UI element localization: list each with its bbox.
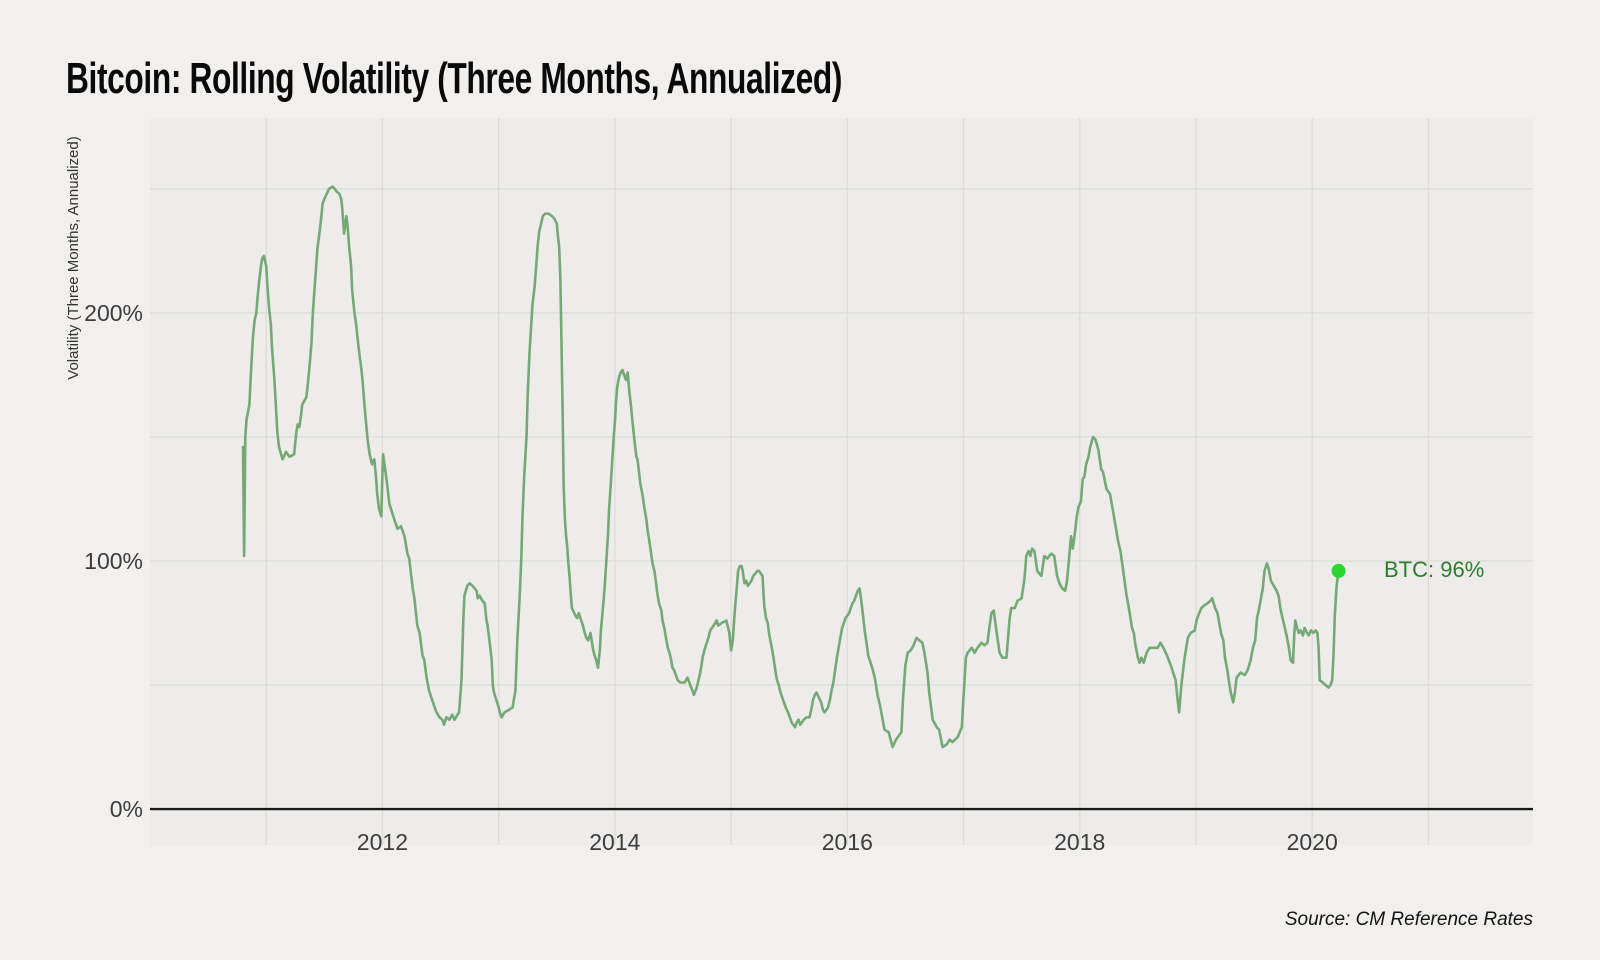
btc-volatility-line [241,185,1340,749]
y-tick-label-0: 0% [109,796,143,823]
panel-background [150,118,1533,845]
x-tick-label-2018: 2018 [1054,829,1106,855]
chart-title: Bitcoin: Rolling Volatility (Three Month… [66,54,843,103]
source-credit: Source: CM Reference Rates [1284,909,1533,930]
x-tick-label-2020: 2020 [1286,829,1338,855]
btc-last-value-annotation: BTC: 96% [1384,557,1485,582]
end-marker-dot [1331,563,1346,578]
x-tick-label-2012: 2012 [356,829,408,855]
y-axis-title: Volatility (Three Months, Annualized) [65,136,82,380]
y-tick-label-200: 200% [84,299,143,326]
x-tick-label-2016: 2016 [821,829,873,855]
y-tick-label-100: 100% [84,547,143,574]
x-tick-label-2014: 2014 [589,829,641,855]
